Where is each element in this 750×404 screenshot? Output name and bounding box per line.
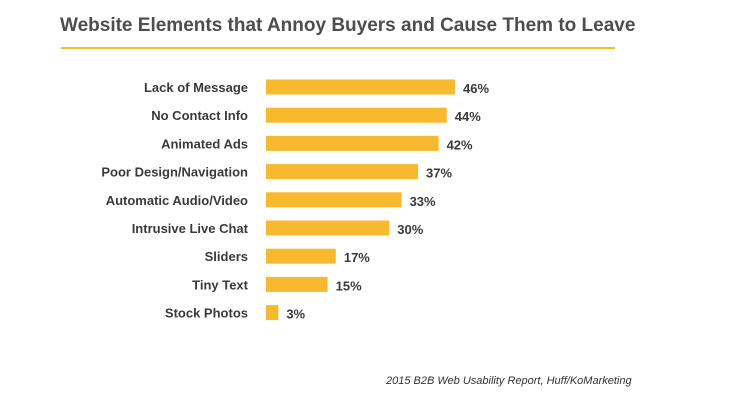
bar [266,79,455,95]
category-label: No Contact Info [151,108,248,123]
title-divider [61,47,615,49]
value-label: 37% [426,166,452,181]
value-label: 15% [336,278,362,293]
bar [266,220,390,236]
value-label: 3% [286,307,305,322]
value-label: 17% [344,250,370,265]
category-label: Automatic Audio/Video [106,193,248,208]
value-label: 44% [455,109,481,124]
bar [266,305,279,321]
category-label: Poor Design/Navigation [101,165,248,180]
value-label: 30% [397,222,423,237]
bar [266,276,328,292]
bar [266,192,402,208]
category-label: Animated Ads [161,136,248,151]
source-note: 2015 B2B Web Usability Report, Huff/KoMa… [386,375,632,387]
value-label: 42% [447,137,473,152]
value-label: 46% [463,81,489,96]
chart-title: Website Elements that Annoy Buyers and C… [60,15,636,36]
category-label: Lack of Message [144,80,248,95]
category-label: Intrusive Live Chat [132,221,249,236]
category-label: Sliders [205,249,248,264]
bar [266,248,336,264]
category-label: Tiny Text [192,277,249,292]
bar [266,107,447,123]
bar [266,164,418,180]
value-label: 33% [410,194,436,209]
category-label: Stock Photos [165,306,248,321]
bar [266,135,439,151]
